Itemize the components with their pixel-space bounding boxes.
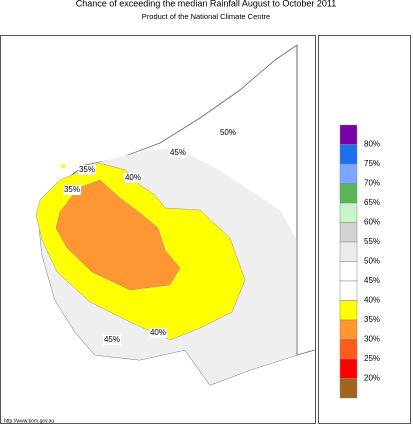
contour-label: 50%: [220, 128, 236, 137]
contour-label: 35%: [64, 185, 80, 194]
legend-label: 80%: [364, 140, 380, 149]
contour-label: 45%: [104, 335, 120, 344]
footer-url: http://www.bom.gov.au: [4, 418, 54, 424]
legend-swatch: [339, 319, 358, 340]
contour-label-bg: [78, 165, 96, 175]
legend-label: 70%: [364, 179, 380, 188]
contour-label-bg: [103, 335, 121, 345]
legend-swatch: [339, 358, 358, 379]
legend-label: 20%: [364, 374, 380, 383]
legend-label: 60%: [364, 218, 380, 227]
legend-swatch: [339, 183, 358, 204]
legend-label: 65%: [364, 198, 380, 207]
legend-label: 35%: [364, 315, 380, 324]
legend-label: 45%: [364, 276, 380, 285]
contour-label: 45%: [170, 148, 186, 157]
legend-swatch: [339, 300, 358, 321]
state-border: [296, 349, 316, 356]
contour-label: 40%: [125, 173, 141, 182]
legend-label: 40%: [364, 296, 380, 305]
subtitle: Product of the National Climate Centre: [142, 12, 270, 21]
legend-frame: [318, 35, 411, 424]
legend-swatch: [339, 378, 358, 399]
legend-swatch: [339, 163, 358, 184]
title: Chance of exceeding the median Rainfall …: [76, 0, 337, 8]
contour-label-bg: [124, 173, 142, 183]
legend-label: 55%: [364, 237, 380, 246]
contour-label-bg: [219, 128, 237, 138]
contour-label-bg: [169, 148, 187, 158]
legend-swatch: [339, 280, 358, 301]
contour-label: 35%: [79, 165, 95, 174]
legend-label: 25%: [364, 354, 380, 363]
legend-swatch: [339, 202, 358, 223]
legend-label: 50%: [364, 257, 380, 266]
legend-swatch: [339, 124, 358, 145]
contour-label-bg: [149, 328, 167, 338]
legend-label: 75%: [364, 159, 380, 168]
legend-swatch: [339, 144, 358, 165]
contour-label: 40%: [150, 328, 166, 337]
island: [61, 164, 65, 168]
legend-swatch: [339, 261, 358, 282]
contour-label-bg: [63, 185, 81, 195]
legend-swatch: [339, 222, 358, 243]
legend-swatch: [339, 339, 358, 360]
region-35: [55, 179, 181, 291]
legend-swatch: [339, 241, 358, 262]
legend-label: 30%: [364, 335, 380, 344]
